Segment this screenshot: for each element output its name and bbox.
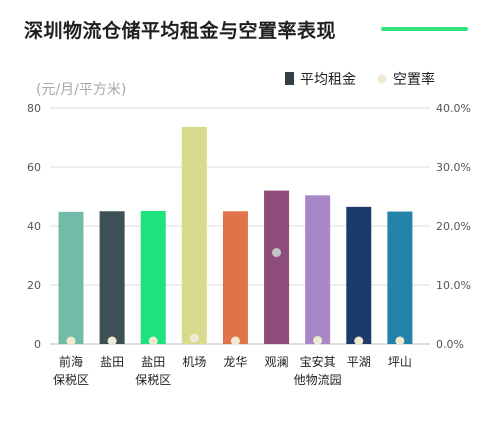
x-category-label: 盐田: [141, 355, 165, 369]
vacancy-point: [230, 336, 240, 346]
x-category-label: 平湖: [347, 354, 371, 369]
y-right-tick-label: 20.0%: [436, 220, 471, 233]
x-category-label: 他物流园: [294, 373, 342, 387]
y-left-tick-label: 20: [27, 279, 41, 292]
bar: [181, 126, 207, 344]
vacancy-point: [313, 335, 323, 345]
y-axis-unit-label: (元/月/平方米): [36, 82, 126, 98]
legend-label-rent: 平均租金: [300, 72, 356, 88]
x-category-label: 观澜: [265, 355, 289, 369]
bar: [140, 210, 166, 344]
bar: [58, 211, 84, 344]
vacancy-point: [107, 336, 117, 346]
vacancy-point: [66, 336, 76, 346]
vacancy-point: [189, 333, 199, 343]
bar: [346, 206, 372, 344]
legend-marker-vacancy: [377, 74, 387, 84]
y-right-tick-label: 10.0%: [436, 279, 471, 292]
vacancy-point: [395, 336, 405, 346]
x-category-label: 坪山: [388, 355, 412, 369]
x-category-label: 宝安其: [300, 354, 336, 369]
y-right-tick-label: 40.0%: [436, 102, 471, 115]
x-category-label: 机场: [182, 355, 206, 369]
x-category-label: 龙华: [223, 355, 247, 369]
bar: [387, 211, 413, 344]
x-category-label: 保税区: [53, 373, 89, 387]
chart-title: 深圳物流仓储平均租金与空置率表现: [24, 20, 337, 42]
vacancy-point: [272, 248, 282, 258]
y-left-tick-label: 0: [34, 338, 41, 351]
bar: [99, 211, 125, 344]
legend-marker-rent: [285, 72, 294, 85]
bar: [222, 211, 248, 344]
y-right-tick-label: 30.0%: [436, 161, 471, 174]
y-left-tick-label: 40: [27, 220, 41, 233]
y-left-tick-label: 80: [27, 102, 41, 115]
x-category-label: 保税区: [135, 373, 171, 387]
y-left-tick-label: 60: [27, 161, 41, 174]
vacancy-point: [354, 336, 364, 346]
y-right-tick-label: 0.0%: [436, 338, 464, 351]
title-accent-bar: [381, 27, 468, 31]
bar: [305, 195, 331, 344]
x-category-label: 盐田: [100, 355, 124, 369]
bar: [264, 190, 290, 344]
legend-label-vacancy: 空置率: [393, 71, 435, 88]
vacancy-point: [148, 336, 158, 346]
x-category-label: 前海: [59, 354, 83, 369]
